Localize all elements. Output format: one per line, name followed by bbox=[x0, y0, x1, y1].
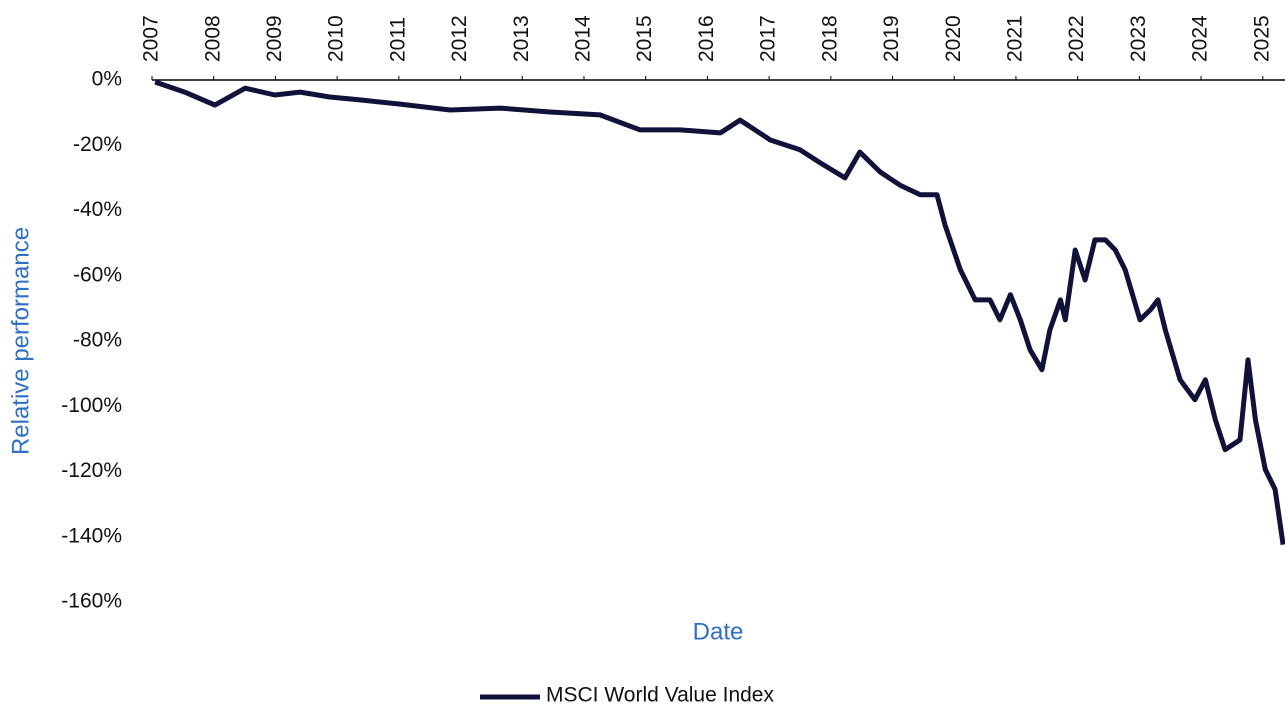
x-tick-label: 2014 bbox=[572, 15, 595, 62]
x-tick-label: 2015 bbox=[633, 15, 656, 62]
x-tick-label: 2024 bbox=[1189, 15, 1212, 62]
x-tick-label: 2009 bbox=[263, 15, 286, 62]
x-tick-label: 2019 bbox=[880, 15, 903, 62]
x-tick-label: 2016 bbox=[695, 15, 718, 62]
y-tick-label: -40% bbox=[73, 198, 122, 221]
x-tick-label: 2008 bbox=[201, 15, 224, 62]
x-tick-label: 2007 bbox=[140, 15, 163, 62]
x-tick-label: 2012 bbox=[448, 15, 471, 62]
y-tick-label: 0% bbox=[92, 68, 122, 91]
y-tick-label: -80% bbox=[73, 329, 122, 352]
y-tick-label: -100% bbox=[61, 394, 122, 417]
x-tick-label: 2013 bbox=[510, 15, 533, 62]
x-tick-label: 2018 bbox=[818, 15, 841, 62]
x-tick-label: 2021 bbox=[1003, 15, 1026, 62]
x-axis-title: Date bbox=[693, 618, 744, 645]
series-line bbox=[154, 79, 1285, 545]
y-tick-label: -140% bbox=[61, 524, 122, 547]
x-tick-label: 2020 bbox=[942, 15, 965, 62]
x-tick-label: 2022 bbox=[1065, 15, 1088, 62]
x-tick-label: 2025 bbox=[1250, 15, 1273, 62]
y-tick-label: -160% bbox=[61, 590, 122, 613]
x-tick-label: 2010 bbox=[325, 15, 348, 62]
y-tick-label: -120% bbox=[61, 459, 122, 482]
x-tick-label: 2023 bbox=[1127, 15, 1150, 62]
x-tick-label: 2011 bbox=[386, 17, 409, 62]
x-tick-label: 2017 bbox=[757, 15, 780, 62]
y-tick-label: -60% bbox=[73, 263, 122, 286]
y-tick-label: -20% bbox=[73, 133, 122, 156]
y-axis-title: Relative performance bbox=[7, 227, 34, 455]
legend-label: MSCI World Value Index bbox=[546, 684, 774, 707]
